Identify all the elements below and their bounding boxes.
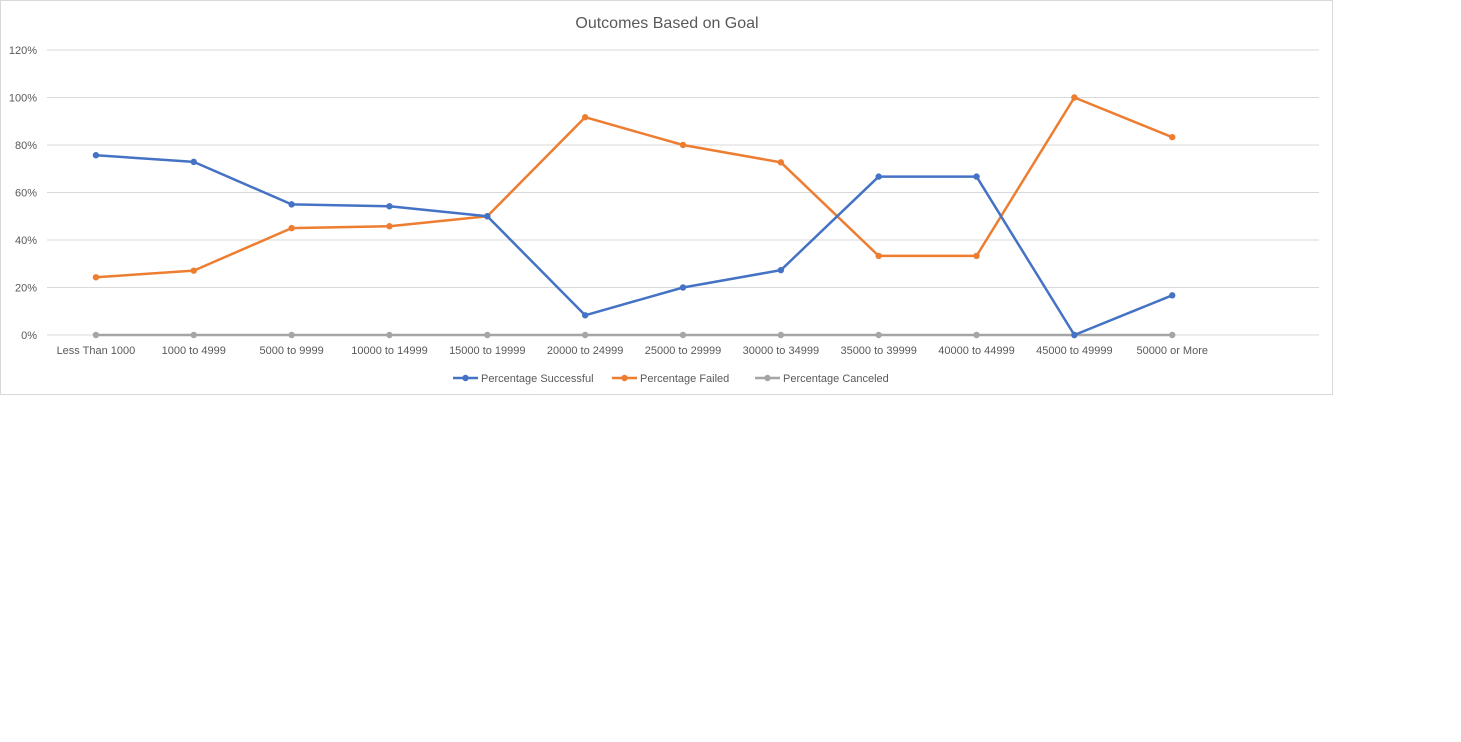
data-point [875,252,882,260]
y-tick-label: 80% [15,140,37,152]
x-tick-label: 30000 to 34999 [743,345,819,357]
legend-label: Percentage Canceled [783,373,889,385]
data-point [288,224,295,232]
data-point [386,203,393,210]
data-point [777,331,785,339]
x-tick-label: 1000 to 4999 [162,345,226,357]
x-tick-label: 20000 to 24999 [547,345,623,357]
data-point [973,331,980,339]
data-point [1169,292,1176,299]
y-tick-label: 120% [9,45,37,57]
series-percentage-failed [92,94,1176,281]
x-tick-label: 50000 or More [1136,345,1208,357]
data-point [190,331,197,339]
data-point [484,331,491,339]
x-tick-label: 10000 to 14999 [351,345,427,357]
data-point [777,159,785,166]
y-tick-label: 0% [21,330,37,342]
legend-item: Percentage Failed [612,373,729,385]
data-point [1169,331,1176,339]
data-point [875,331,882,339]
legend: Percentage Successful Percentage Failed Pe… [453,373,889,385]
data-point [679,284,687,291]
series-line [94,153,1174,337]
data-point [92,274,100,281]
data-point [288,201,295,208]
series-line [94,96,1174,279]
data-point [581,312,589,319]
data-point [386,223,393,230]
legend-marker-icon [462,374,469,382]
x-tick-label: 35000 to 39999 [840,345,916,357]
data-point [581,331,589,339]
data-point [190,158,197,166]
y-tick-label: 100% [9,93,37,105]
data-point [875,173,882,180]
line-chart: Outcomes Based on Goal 0% 20% 40% 60% 80% 100… [9,15,1319,385]
y-tick-label: 40% [15,235,37,247]
data-point [973,252,980,260]
data-point [190,267,197,274]
data-point [679,141,687,149]
x-tick-label: 40000 to 44999 [938,345,1014,357]
data-point [1169,133,1176,141]
data-point [386,331,393,339]
data-point [1071,94,1078,101]
legend-marker-icon [621,374,628,382]
legend-label: Percentage Failed [640,373,729,385]
y-tick-label: 60% [15,188,37,200]
data-point [777,266,785,274]
series-lines [92,94,1176,339]
data-point [288,331,295,339]
legend-marker-icon [764,374,771,382]
y-axis-tick-labels: 0% 20% 40% 60% 80% 100% 120% [9,45,37,342]
chart-area: Outcomes Based on Goal 0% 20% 40% 60% 80% 100… [0,0,1333,395]
data-point [679,331,687,339]
data-point [92,331,100,339]
x-tick-label: 25000 to 29999 [645,345,721,357]
data-point [973,173,980,180]
x-tick-label: 45000 to 49999 [1036,345,1112,357]
gridlines [47,49,1319,336]
x-axis-tick-labels: Less Than 1000 1000 to 4999 5000 to 9999 10… [57,345,1208,357]
y-tick-label: 20% [15,283,37,295]
data-point [1071,331,1078,339]
legend-label: Percentage Successful [481,373,594,385]
data-point [581,114,589,121]
series-percentage-canceled [92,331,1176,339]
chart-title: Outcomes Based on Goal [575,15,758,32]
x-tick-label: 5000 to 9999 [259,345,323,357]
legend-item: Percentage Successful [453,373,594,385]
data-point [484,213,491,220]
x-tick-label: 15000 to 19999 [449,345,525,357]
data-point [92,152,100,159]
series-percentage-successful [92,152,1176,339]
legend-item: Percentage Canceled [755,373,889,385]
x-tick-label: Less Than 1000 [57,345,136,357]
